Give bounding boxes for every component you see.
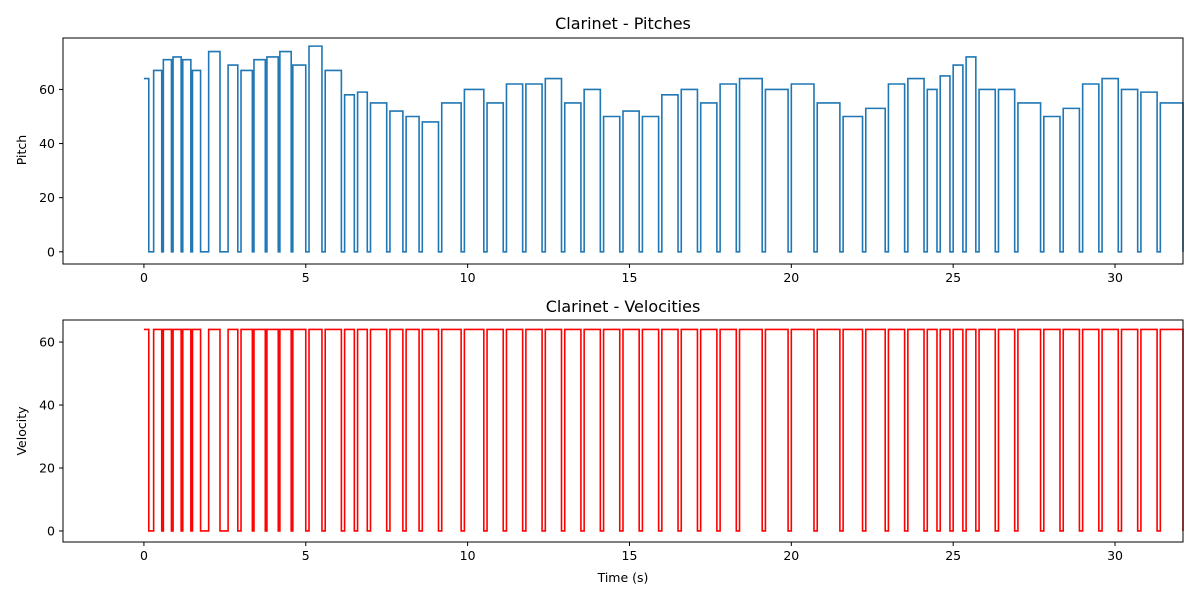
x-tick-label: 25 xyxy=(945,270,961,285)
x-tick-label: 15 xyxy=(622,548,638,563)
velocity-chart-title: Clarinet - Velocities xyxy=(546,297,701,316)
pitch-plot-area xyxy=(143,45,1184,253)
x-tick-label: 10 xyxy=(460,548,476,563)
y-tick-label: 0 xyxy=(47,523,55,538)
x-tick-label: 5 xyxy=(302,270,310,285)
y-tick-label: 0 xyxy=(47,244,55,259)
x-tick-label: 0 xyxy=(140,270,148,285)
pitch-axes-frame xyxy=(62,37,1184,265)
x-tick-label: 0 xyxy=(140,548,148,563)
y-tick-label: 20 xyxy=(39,461,55,476)
velocity-ticks: 0 5 10 15 20 25 30 0 20 40 60 xyxy=(39,335,1123,563)
x-tick-label: 30 xyxy=(1107,270,1123,285)
y-tick-label: 40 xyxy=(39,136,55,151)
x-tick-label: 30 xyxy=(1107,548,1123,563)
x-tick-label: 20 xyxy=(783,270,799,285)
x-tick-label: 20 xyxy=(783,548,799,563)
y-tick-label: 20 xyxy=(39,190,55,205)
velocity-x-axis-label: Time (s) xyxy=(597,570,649,585)
velocity-y-axis-label: Velocity xyxy=(14,406,29,456)
x-tick-label: 15 xyxy=(622,270,638,285)
x-tick-label: 10 xyxy=(460,270,476,285)
x-tick-label: 25 xyxy=(945,548,961,563)
velocity-axes-frame xyxy=(62,319,1184,543)
y-tick-label: 60 xyxy=(39,335,55,350)
pitch-ticks: 0 5 10 15 20 25 30 0 20 40 60 xyxy=(39,82,1123,285)
velocity-subplot: Clarinet - Velocities Velocity Time (s) … xyxy=(14,297,1184,585)
pitch-subplot: Clarinet - Pitches Pitch 0 5 10 15 20 25 30 0 20… xyxy=(14,14,1184,285)
y-tick-label: 40 xyxy=(39,398,55,413)
pitch-series-line xyxy=(143,45,1184,253)
velocity-series-line xyxy=(143,328,1184,532)
velocity-plot-area xyxy=(143,328,1184,532)
pitch-chart-title: Clarinet - Pitches xyxy=(555,14,691,33)
y-tick-label: 60 xyxy=(39,82,55,97)
x-tick-label: 5 xyxy=(302,548,310,563)
pitch-y-axis-label: Pitch xyxy=(14,135,29,165)
